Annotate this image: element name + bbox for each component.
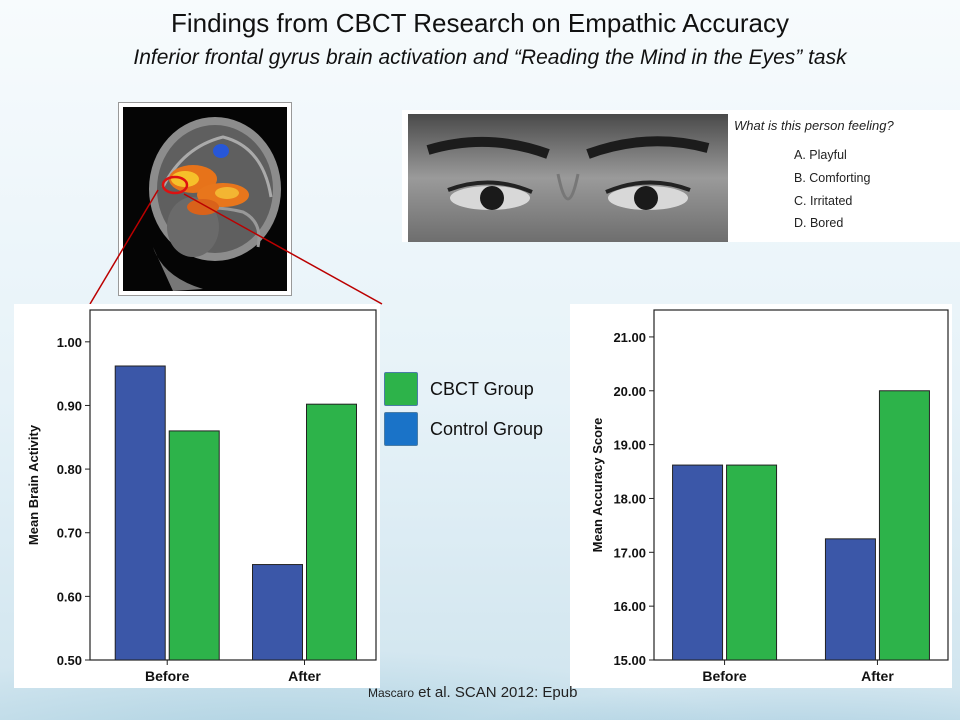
y-tick-label: 20.00 [613,384,646,399]
legend-swatch-control [384,412,418,446]
y-tick-label: 0.90 [57,398,82,413]
y-tick-label: 1.00 [57,335,82,350]
x-tick-label: Before [702,668,747,684]
eyes-photo [408,114,728,242]
option-a: A. Playful [794,148,847,162]
legend-label-control: Control Group [430,418,544,439]
y-tick-label: 17.00 [613,545,646,560]
x-tick-label: After [861,668,894,684]
bar-cbct [726,464,778,661]
legend-label-cbct: CBCT Group [430,378,534,399]
option-d: D. Bored [794,216,844,230]
brain-activity-chart-svg: 0.50 0.60 0.70 0.80 0.90 1.00 Mean Brain Activ… [26,309,377,684]
y-tick-label: 18.00 [613,491,646,506]
y-tick-label: 19.00 [613,438,646,453]
legend-item-control: Control Group [384,412,543,446]
y-axis-label: Mean Accuracy Score [590,418,605,553]
bar-control [672,464,724,661]
eyes-question: What is this person feeling? [734,118,894,133]
brain-activity-chart: 0.50 0.60 0.70 0.80 0.90 1.00 Mean Brain Activ… [14,304,380,688]
bar-cbct [306,403,357,661]
y-tick-label: 16.00 [613,599,646,614]
y-tick-label: 0.80 [57,462,82,477]
accuracy-score-chart: 15.00 16.00 17.00 18.00 19.00 20.00 21.00 Mean … [570,304,952,688]
y-tick-label: 15.00 [613,653,646,668]
y-tick-label: 0.50 [57,653,82,668]
brain-mri-image [118,102,292,296]
legend-item-cbct: CBCT Group [384,372,534,406]
eyes-task-panel: What is this person feeling? A. Playful … [402,110,960,242]
x-tick-label: After [288,668,321,684]
citation-author: Mascaro [368,686,415,700]
bar-control [252,564,303,661]
option-b: B. Comforting [794,171,871,185]
bar-cbct [878,390,930,661]
accuracy-score-chart-svg: 15.00 16.00 17.00 18.00 19.00 20.00 21.00 Mean … [590,309,949,684]
y-tick-label: 21.00 [613,330,646,345]
bar-cbct [168,430,220,661]
citation: Mascaro et al. SCAN 2012: Epub [368,684,577,701]
citation-rest: et al. SCAN 2012: Epub [414,684,578,701]
y-tick-label: 0.70 [57,526,82,541]
y-axis-label: Mean Brain Activity [26,424,41,545]
bar-control [824,538,876,661]
x-tick-label: Before [145,668,190,684]
brain-scan-graphic [123,107,287,291]
y-tick-label: 0.60 [57,589,82,604]
slide-subtitle: Inferior frontal gyrus brain activation … [133,46,847,69]
option-c: C. Irritated [794,194,853,208]
slide-title: Findings from CBCT Research on Empathic … [171,8,789,38]
bar-control [114,365,166,661]
legend-swatch-cbct [384,372,418,406]
